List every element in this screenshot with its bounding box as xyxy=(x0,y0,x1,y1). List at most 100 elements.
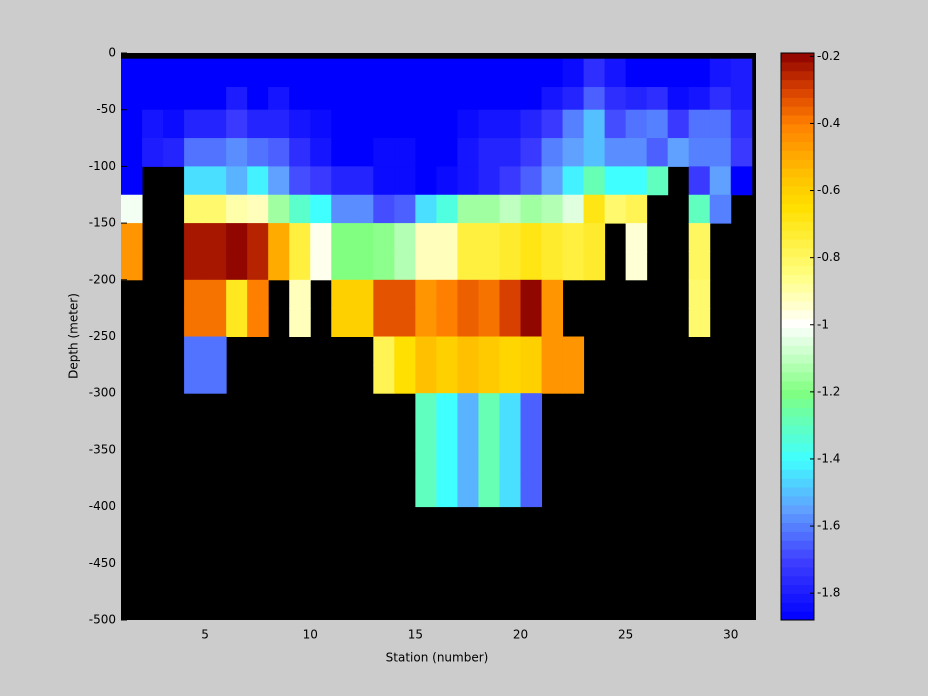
heat-cell xyxy=(541,336,564,366)
heat-cell xyxy=(562,223,585,252)
heat-cell xyxy=(247,251,269,281)
y-tick-label: -100 xyxy=(89,159,116,173)
heat-cell xyxy=(646,87,669,111)
heat-cell xyxy=(373,251,395,281)
colorbar-band xyxy=(781,256,814,267)
colorbar-band xyxy=(781,265,814,275)
heat-cell xyxy=(478,223,500,252)
colorbar-band xyxy=(781,363,814,373)
heat-cell xyxy=(541,223,564,252)
colorbar-band xyxy=(781,425,814,435)
heat-cell xyxy=(289,109,311,139)
heat-cell xyxy=(289,279,311,309)
heat-cell xyxy=(457,109,479,139)
heat-cell xyxy=(331,109,353,139)
heat-cell xyxy=(625,194,648,224)
heat-cell xyxy=(499,223,522,252)
heat-cell xyxy=(352,58,374,88)
colorbar-band xyxy=(781,345,814,355)
heat-cell xyxy=(184,223,206,252)
heat-cell xyxy=(247,223,269,252)
colorbar-band xyxy=(781,177,814,187)
heat-cell xyxy=(289,166,311,196)
heat-cell xyxy=(541,279,564,309)
heat-cell xyxy=(688,223,711,252)
colorbar-band xyxy=(781,168,814,178)
x-tick-label: 5 xyxy=(201,628,209,642)
heat-cell xyxy=(247,279,269,309)
heat-cell xyxy=(415,194,437,224)
heat-cell xyxy=(352,251,374,281)
colorbar-band xyxy=(781,584,814,594)
heat-cell xyxy=(436,449,458,479)
heat-cell xyxy=(457,194,479,224)
heat-cell xyxy=(457,421,479,451)
heat-cell xyxy=(352,166,374,196)
heat-cell xyxy=(625,109,648,139)
colorbar-band xyxy=(781,398,814,408)
heat-cell xyxy=(709,138,732,167)
colorbar-band xyxy=(781,97,814,107)
heat-cell xyxy=(373,109,395,139)
heat-cell xyxy=(562,58,585,88)
heat-cell xyxy=(205,251,227,281)
heat-cell xyxy=(520,478,543,508)
heat-cell xyxy=(709,87,732,111)
heat-cell xyxy=(352,87,374,111)
heat-cell xyxy=(331,58,353,88)
heat-cell xyxy=(730,138,753,167)
heat-cell xyxy=(205,87,227,111)
x-tick-label: 15 xyxy=(408,628,423,642)
heat-cell xyxy=(478,336,500,366)
colorbar-band xyxy=(781,593,814,603)
heat-cell xyxy=(562,138,585,167)
heat-cell xyxy=(688,58,711,88)
heat-cell xyxy=(247,109,269,139)
y-axis-label: Depth (meter) xyxy=(67,293,81,379)
heat-cell xyxy=(730,109,753,139)
heat-cell xyxy=(394,58,416,88)
heat-cell xyxy=(226,251,248,281)
colorbar-band xyxy=(781,451,814,462)
heat-cell xyxy=(457,308,479,337)
heat-cell xyxy=(310,251,332,281)
heat-cell xyxy=(646,166,669,196)
heat-cell xyxy=(478,393,500,423)
heat-cell xyxy=(394,279,416,309)
colorbar-band xyxy=(781,540,814,550)
heat-cell xyxy=(436,279,458,309)
colorbar-band xyxy=(781,371,814,382)
heat-cell xyxy=(121,251,143,281)
heat-cell xyxy=(373,336,395,366)
heat-cell xyxy=(520,421,543,451)
x-tick-label: 10 xyxy=(303,628,318,642)
heat-cell xyxy=(121,58,143,88)
heat-cell xyxy=(520,87,543,111)
heat-cell xyxy=(415,87,437,111)
heat-cell xyxy=(268,251,290,281)
heat-cell xyxy=(415,336,437,366)
heat-cell xyxy=(352,138,374,167)
colorbar-band xyxy=(781,53,814,63)
heat-cell xyxy=(289,138,311,167)
heat-cell xyxy=(331,138,353,167)
heat-cell xyxy=(478,109,500,139)
colorbar-band xyxy=(781,487,814,497)
heat-cell xyxy=(604,87,627,111)
heat-cell xyxy=(625,251,648,281)
heat-cell xyxy=(520,251,543,281)
heat-cell xyxy=(520,166,543,196)
heat-cell xyxy=(142,87,164,111)
heat-cell xyxy=(436,194,458,224)
colorbar-band xyxy=(781,106,814,116)
colorbar-band xyxy=(781,70,814,81)
heat-cell xyxy=(205,194,227,224)
heat-cell xyxy=(457,364,479,394)
heat-cell xyxy=(415,109,437,139)
heat-cell xyxy=(352,223,374,252)
heat-cell xyxy=(184,138,206,167)
heat-cell xyxy=(268,58,290,88)
heat-cell xyxy=(415,393,437,423)
heat-cell xyxy=(562,251,585,281)
heat-cell xyxy=(562,194,585,224)
